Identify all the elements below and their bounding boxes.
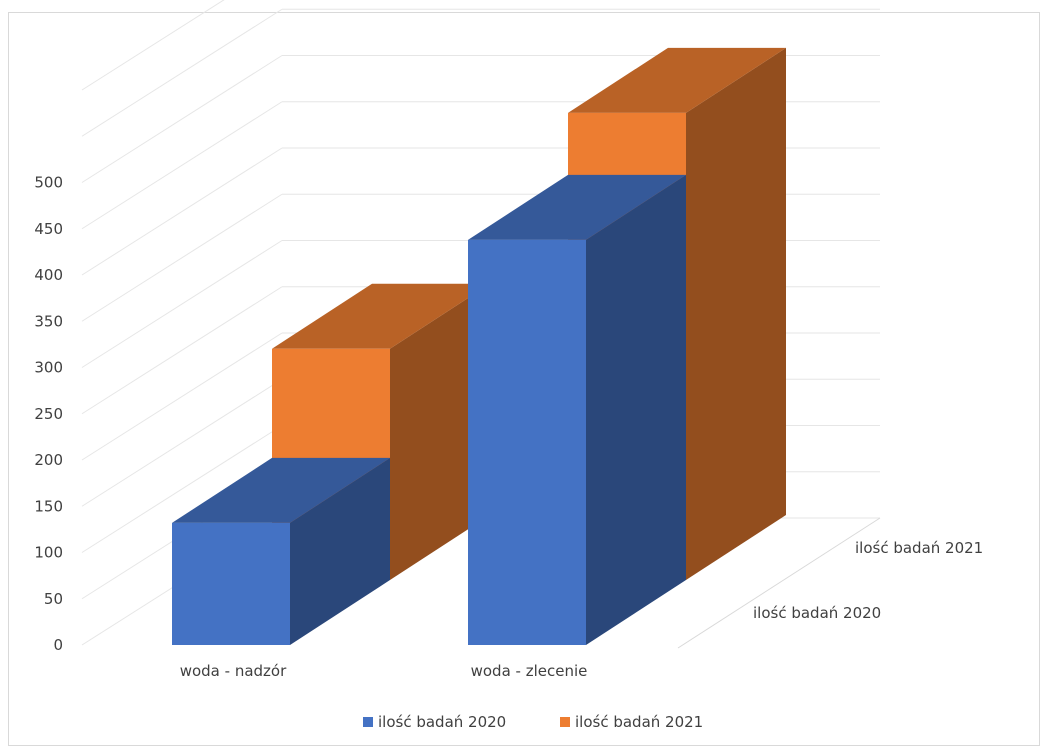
bar-2-series-1 — [468, 174, 686, 645]
legend-label: ilość badań 2020 — [378, 713, 506, 731]
gridline-diagonal — [81, 101, 283, 230]
gridline-diagonal — [81, 55, 283, 183]
depth-axis-label: ilość badań 2021 — [855, 539, 983, 557]
bar-1-series-1-side — [290, 457, 390, 645]
bar-1-series-2-side — [390, 283, 490, 580]
bar-2-series-1-side — [586, 174, 686, 645]
x-category-label: woda - nadzór — [180, 662, 287, 680]
legend-swatch — [560, 717, 570, 727]
x-axis-categories: woda - nadzór woda - zlecenie — [180, 662, 588, 680]
x-category-label: woda - zlecenie — [471, 662, 588, 680]
y-tick-label: 50 — [44, 590, 63, 608]
gridline-diagonal — [81, 378, 283, 507]
bar-2-series-1-top — [468, 174, 686, 240]
gridline-diagonal — [81, 286, 283, 415]
bar-2-series-1-front — [468, 239, 586, 645]
legend: ilość badań 2020 ilość badań 2021 — [363, 713, 703, 731]
depth-axis-label: ilość badań 2020 — [753, 604, 881, 622]
gridline-diagonal — [81, 240, 283, 368]
gridline-diagonal — [81, 193, 283, 322]
y-tick-label: 450 — [34, 220, 63, 238]
bar-2-series-2-top — [568, 47, 786, 113]
bar-1-series-1-top — [172, 457, 390, 523]
y-tick-label: 400 — [34, 266, 63, 284]
gridline-diagonal — [81, 8, 283, 137]
gridline-diagonal — [81, 147, 283, 276]
bar-2-series-2-side — [686, 47, 786, 580]
bar-1-series-2-top — [272, 283, 490, 349]
y-tick-label: 200 — [34, 451, 63, 469]
depth-axis-labels: ilość badań 2021 ilość badań 2020 — [753, 539, 983, 622]
y-tick-label: 500 — [34, 174, 63, 192]
bar-1-series-1-front — [172, 522, 290, 645]
gridline-diagonal — [81, 0, 225, 91]
floor-edge — [677, 517, 881, 649]
y-tick-label: 250 — [34, 405, 63, 423]
y-tick-label: 350 — [34, 312, 63, 330]
y-tick-label: 100 — [34, 544, 63, 562]
legend-swatch — [363, 717, 373, 727]
bars — [172, 47, 786, 645]
bar-1-series-1 — [172, 457, 390, 645]
gridline-diagonal — [81, 332, 283, 461]
y-tick-label: 300 — [34, 359, 63, 377]
y-axis-ticks: 0 50 100 150 200 250 300 350 400 450 500 — [34, 174, 63, 655]
legend-label: ilość badań 2021 — [575, 713, 703, 731]
y-tick-label: 0 — [53, 636, 63, 654]
y-tick-label: 150 — [34, 497, 63, 515]
gridline-diagonal — [81, 425, 283, 553]
